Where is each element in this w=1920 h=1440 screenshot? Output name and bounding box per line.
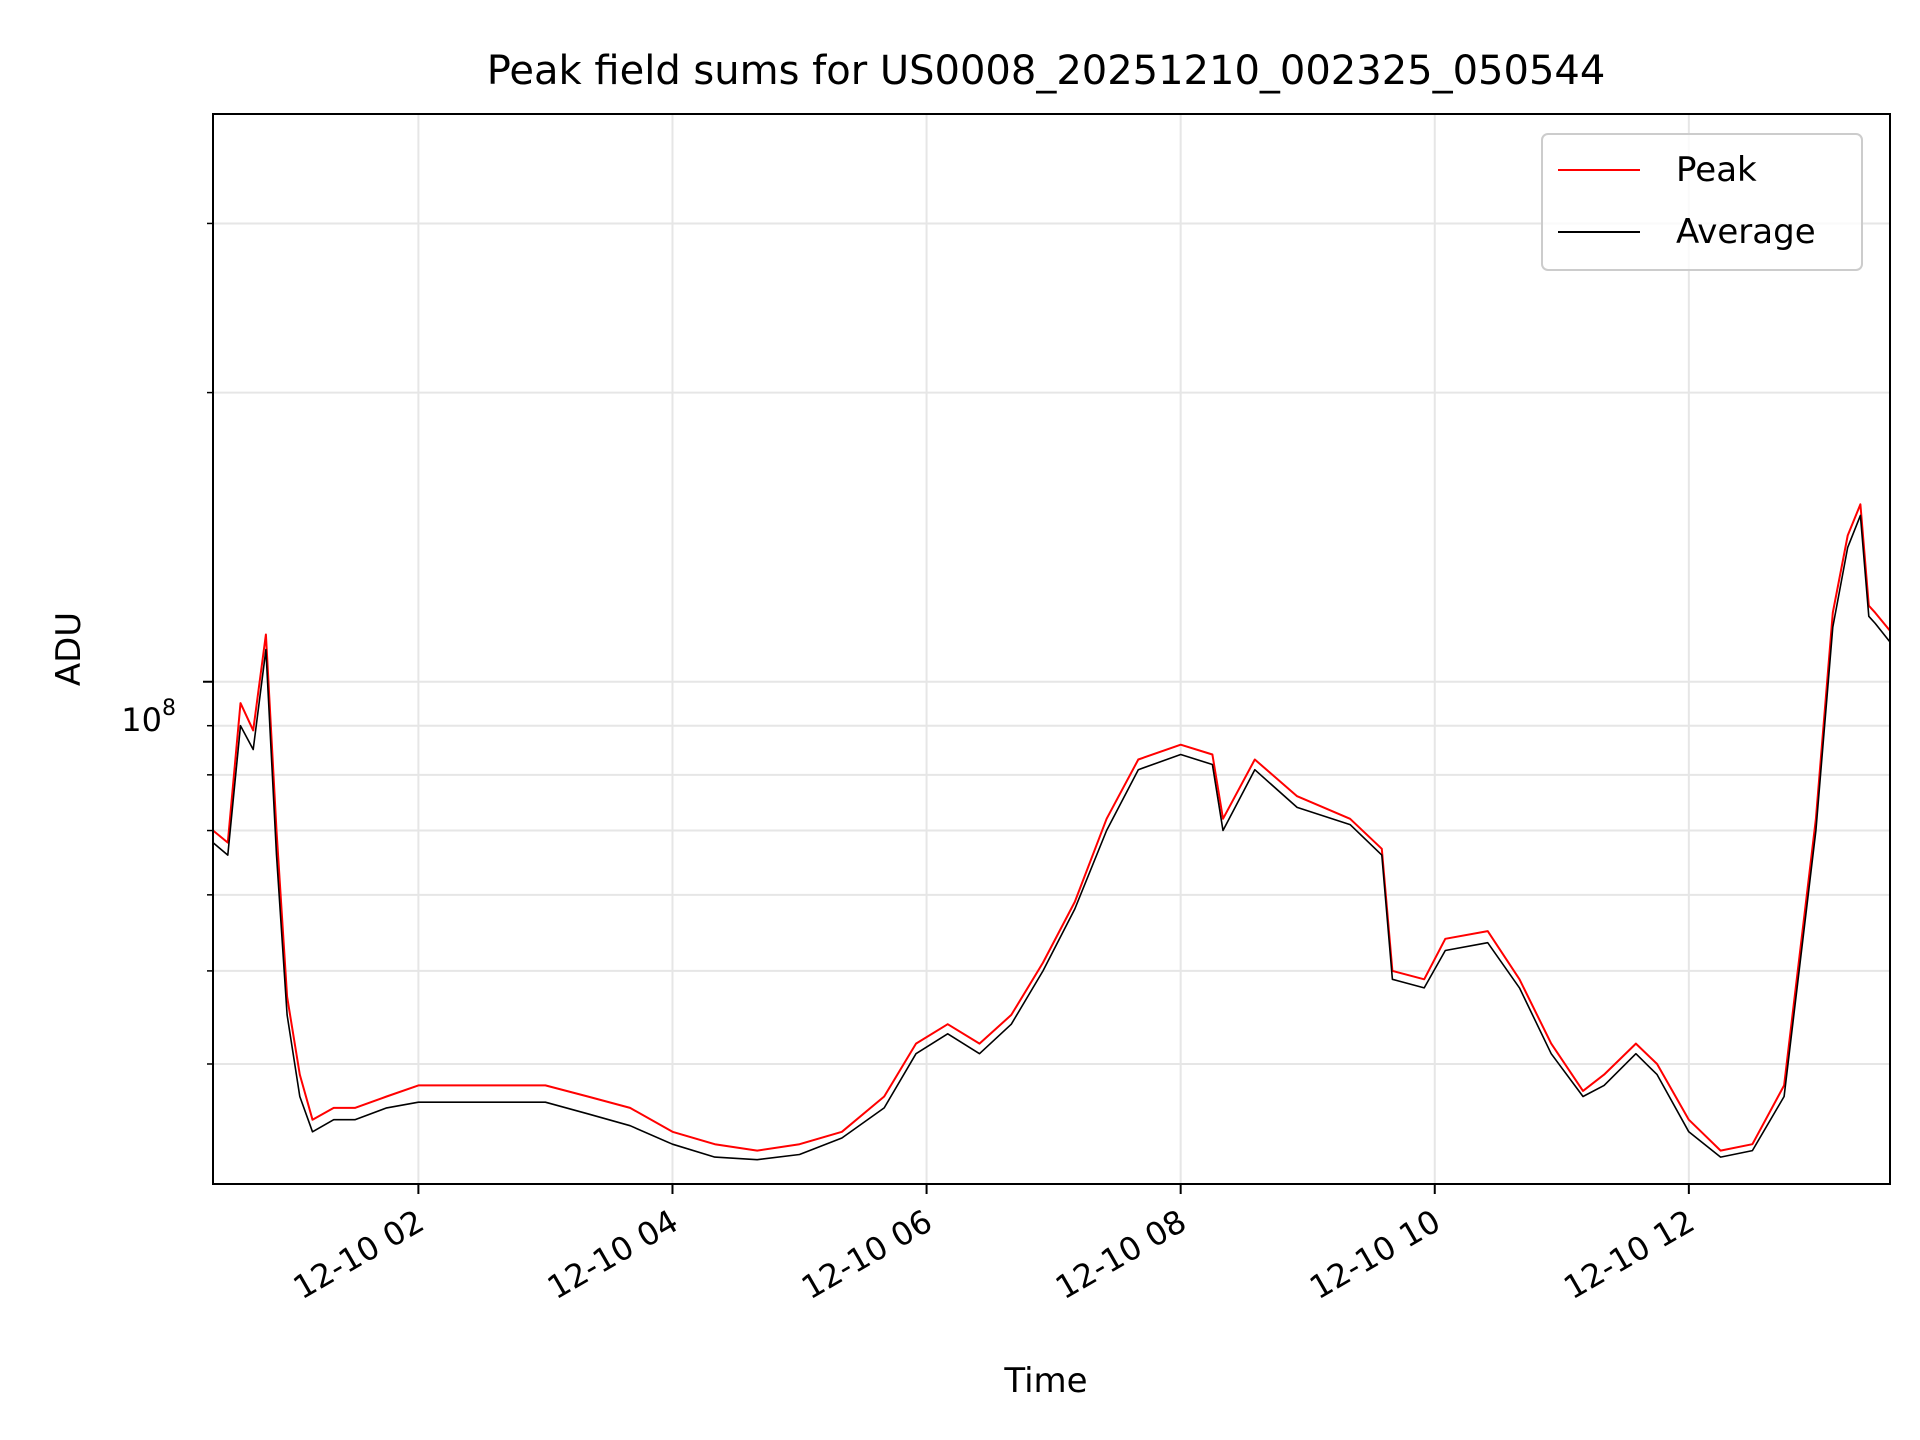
- legend-box: [1541, 133, 1863, 271]
- y-tick-exponent: 8: [162, 696, 176, 721]
- y-tick-label-major: 108: [121, 696, 176, 739]
- series-line-average: [212, 514, 1891, 1161]
- legend-label-average: Average: [1676, 212, 1816, 252]
- y-axis-ticks: [203, 222, 213, 1065]
- legend-label-peak: Peak: [1676, 150, 1757, 190]
- x-axis-label: Time: [1003, 1361, 1087, 1401]
- plot-frame: [212, 113, 1891, 1185]
- legend: Peak Average: [1541, 133, 1863, 271]
- series-line-peak: [212, 503, 1891, 1152]
- series-layer: [212, 503, 1891, 1161]
- grid: [213, 114, 1890, 1184]
- y-axis-label: ADU: [49, 612, 89, 686]
- chart-title: Peak field sums for US0008_20251210_0023…: [487, 48, 1606, 94]
- y-tick-base: 10: [121, 701, 162, 739]
